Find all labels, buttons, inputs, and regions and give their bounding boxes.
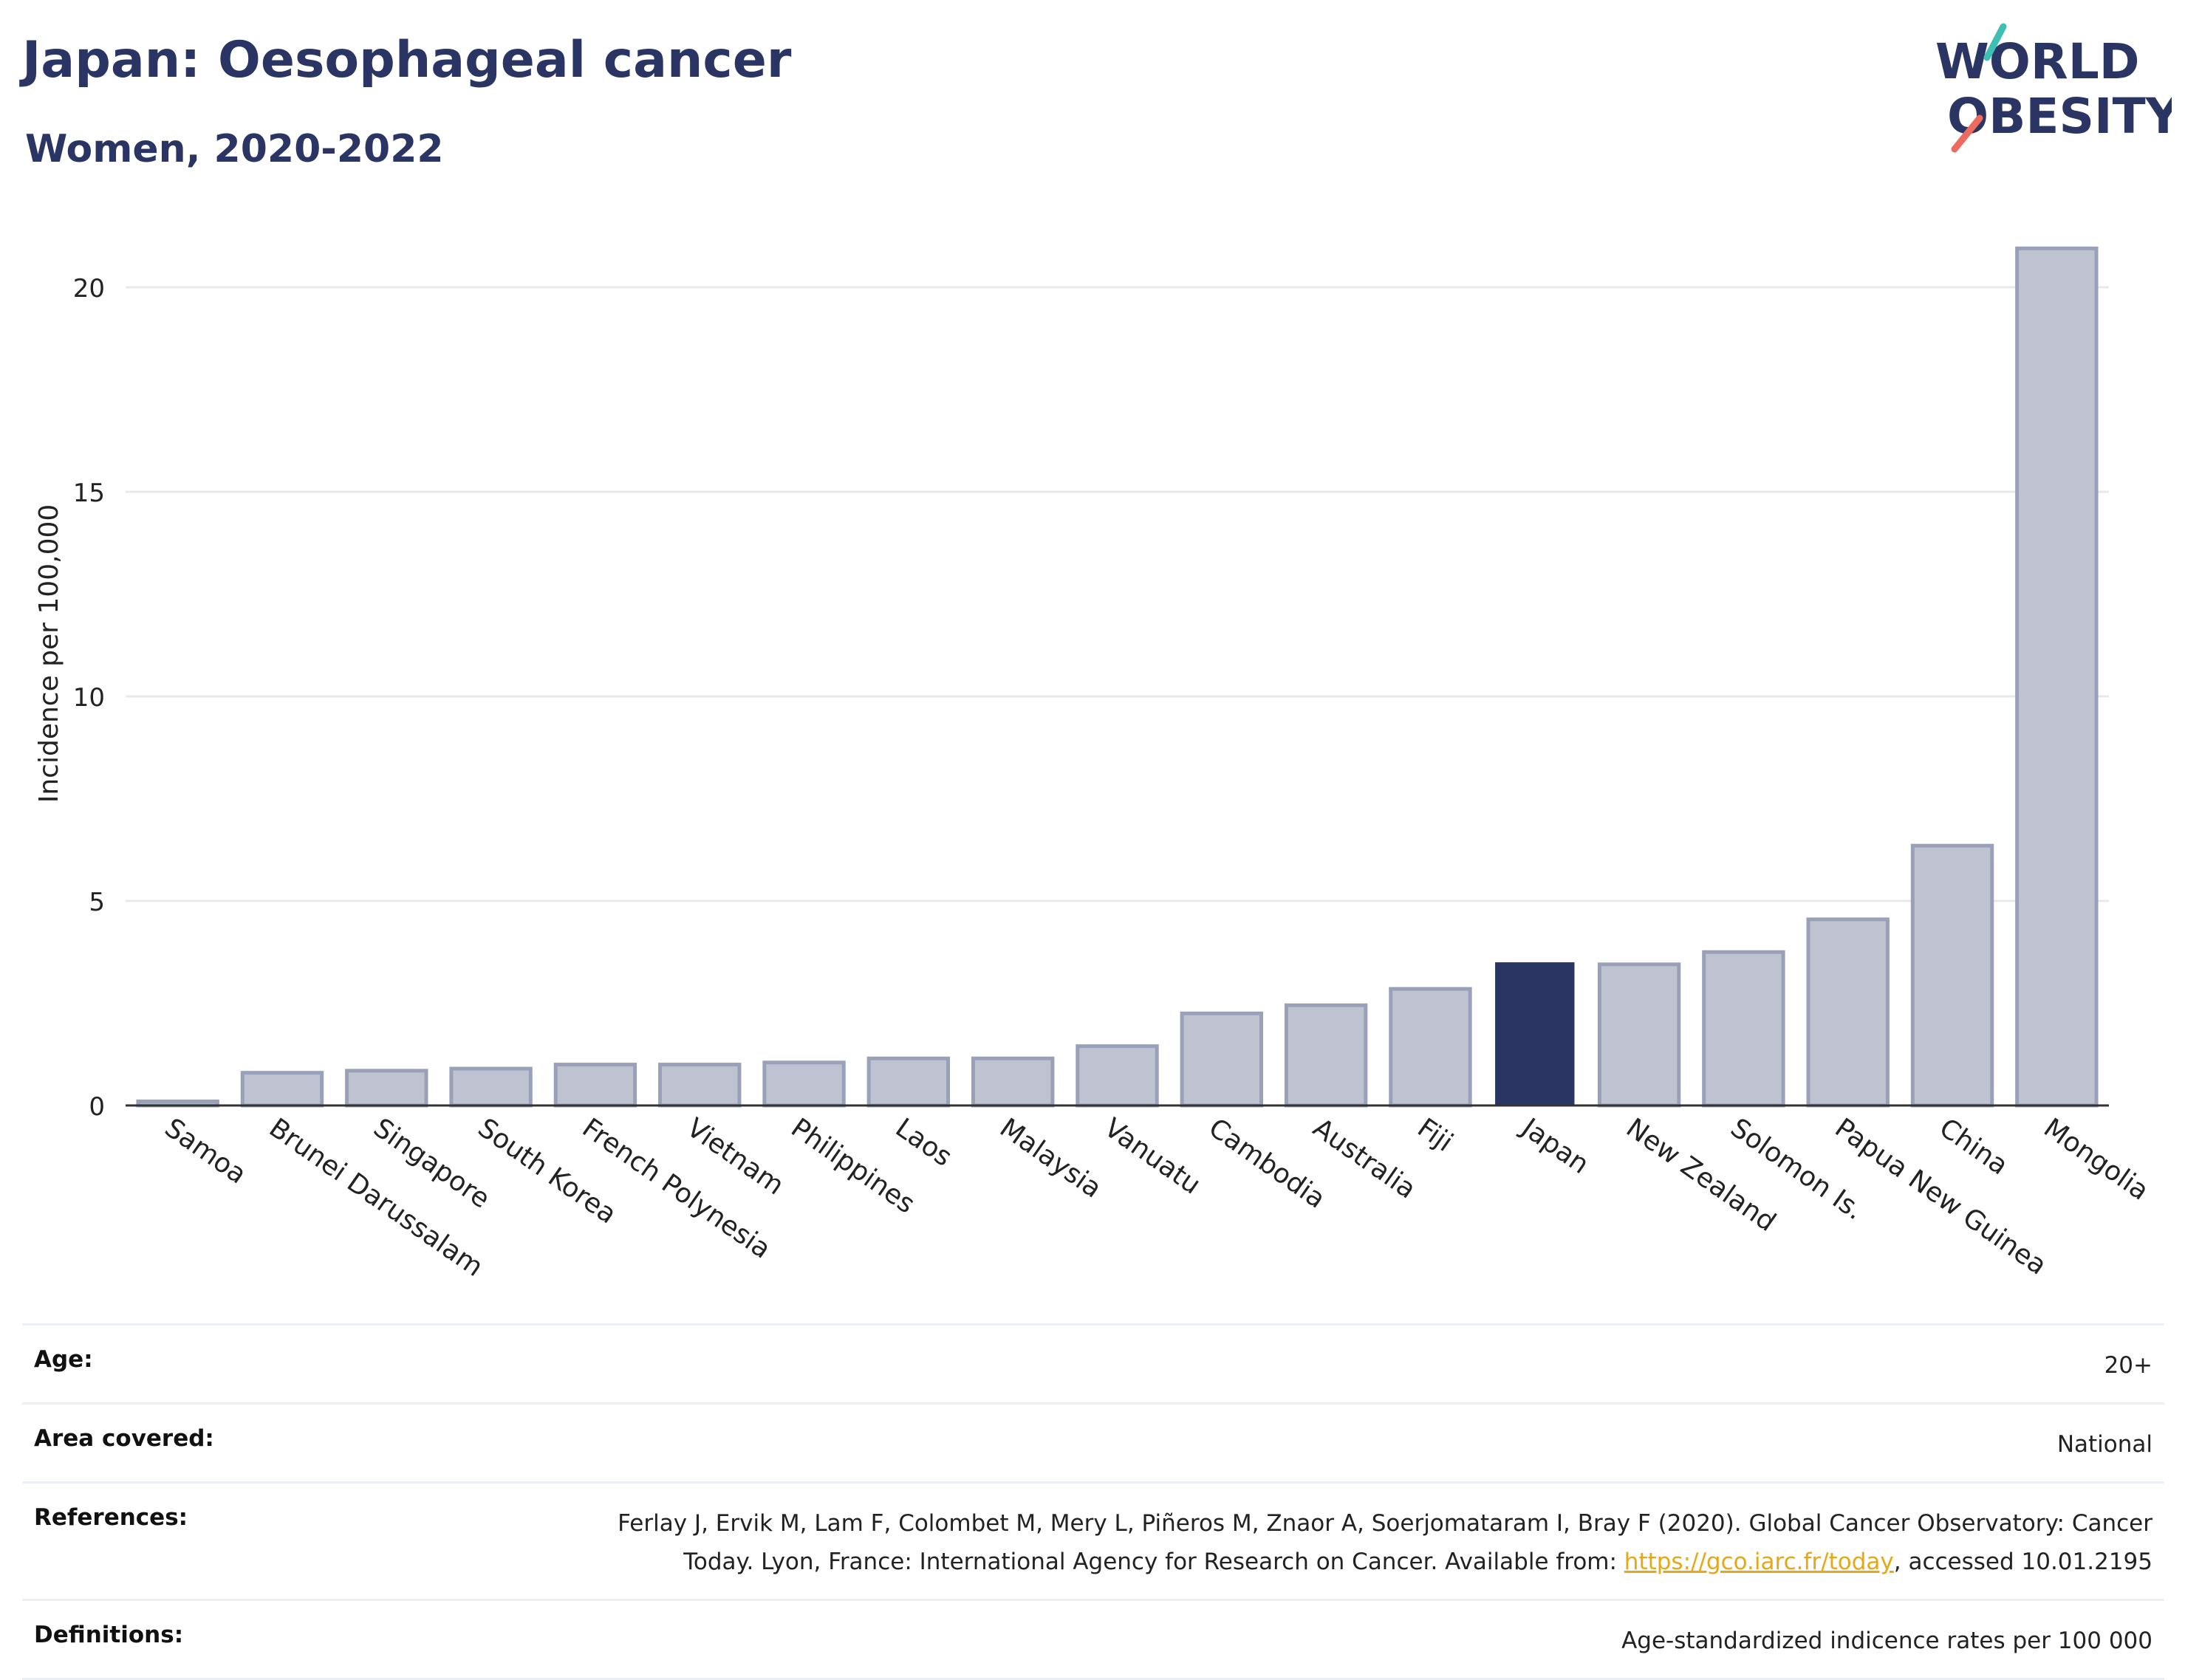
x-tick-label: Cambodia	[1203, 1113, 1331, 1215]
x-tick-label: Samoa	[159, 1113, 251, 1190]
meta-row-references: References: Ferlay J, Ervik M, Lam F, Co…	[22, 1481, 2164, 1599]
bar-japan	[1495, 962, 1575, 1105]
y-tick-label: 10	[73, 683, 105, 713]
bar-fiji	[1389, 987, 1472, 1108]
x-tick-label: Malaysia	[994, 1113, 1107, 1204]
bar-brunei-darussalam	[240, 1071, 324, 1108]
reference-accessed: , accessed 10.01.2195	[1893, 1549, 2152, 1575]
meta-row-area: Area covered: National	[22, 1402, 2164, 1481]
bar-vanuatu	[1076, 1044, 1159, 1108]
meta-label-age: Age:	[34, 1346, 93, 1373]
bar-mongolia	[2015, 246, 2099, 1108]
bar-australia	[1284, 1003, 1368, 1108]
metadata-table: Age: 20+ Area covered: National Referenc…	[22, 1323, 2164, 1680]
meta-value-area: National	[2056, 1431, 2152, 1458]
bar-laos	[866, 1056, 951, 1108]
bar-solomon-is	[1702, 950, 1785, 1108]
bar-vietnam	[658, 1063, 742, 1108]
logo-line1: WORLD	[1935, 33, 2140, 90]
bar-philippines	[762, 1060, 846, 1108]
bar-layer	[136, 246, 2099, 1108]
meta-value-age: 20+	[2104, 1352, 2152, 1379]
x-tick-label: Japan	[1515, 1112, 1594, 1180]
meta-label-area: Area covered:	[34, 1425, 214, 1452]
meta-row-definitions: Definitions: Age-standardized indicence …	[22, 1599, 2164, 1680]
y-tick-label: 0	[89, 1092, 105, 1122]
bar-malaysia	[971, 1056, 1055, 1108]
y-tick-label: 15	[73, 479, 105, 508]
x-tick-label: Fiji	[1412, 1113, 1458, 1158]
meta-value-definitions: Age-standardized indicence rates per 100…	[1621, 1628, 2152, 1654]
bar-cambodia	[1180, 1011, 1264, 1108]
x-tick-label: Vanuatu	[1098, 1113, 1206, 1201]
bar-new-zealand	[1597, 962, 1681, 1108]
page-title: Japan: Oesophageal cancer	[22, 31, 792, 89]
x-tick-label: China	[1934, 1113, 2014, 1182]
logo-slash-teal	[1983, 23, 2007, 61]
reference-text: Ferlay J, Ervik M, Lam F, Colombet M, Me…	[618, 1510, 2152, 1575]
bar-south-korea	[449, 1066, 533, 1108]
y-axis-label: Incidence per 100,000	[34, 504, 64, 803]
y-tick-label: 5	[89, 888, 105, 917]
meta-row-age: Age: 20+	[22, 1323, 2164, 1402]
reference-link[interactable]: https://gco.iarc.fr/today	[1624, 1549, 1894, 1575]
page-subtitle: Women, 2020-2022	[25, 127, 444, 171]
x-tick-label: French Polynesia	[577, 1113, 776, 1265]
bar-china	[1910, 843, 1994, 1108]
logo-slash-coral	[1951, 114, 1983, 153]
world-obesity-logo: WORLD OBESITY	[1935, 23, 2172, 153]
meta-value-references: Ferlay J, Ervik M, Lam F, Colombet M, Me…	[564, 1504, 2152, 1581]
meta-label-definitions: Definitions:	[34, 1622, 184, 1648]
bar-singapore	[345, 1069, 428, 1108]
y-tick-label: 20	[73, 274, 105, 304]
bar-papua-new-guinea	[1806, 917, 1890, 1108]
x-tick-label: Laos	[890, 1113, 957, 1173]
meta-label-references: References:	[34, 1504, 188, 1531]
bar-french-polynesia	[553, 1063, 637, 1108]
x-tick-label: Mongolia	[2038, 1113, 2154, 1207]
grid-layer	[126, 286, 2109, 902]
logo-line2: OBESITY	[1947, 88, 2172, 145]
